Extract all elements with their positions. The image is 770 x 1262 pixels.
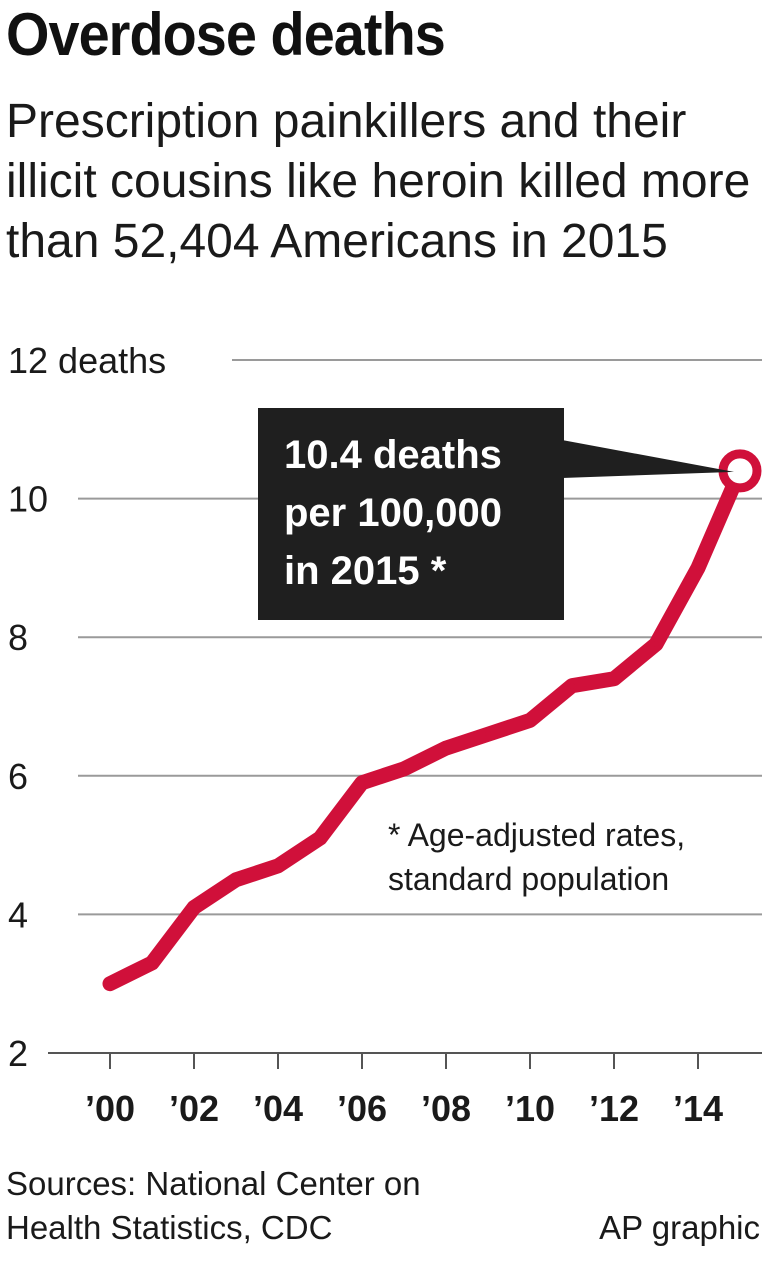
callout-line: in 2015 * [284, 549, 447, 593]
sources-note: Sources: National Center on Health Stati… [6, 1162, 421, 1250]
x-axis: ’00 ’02 ’04 ’06 ’08 ’10 ’12 ’14 [85, 1053, 723, 1129]
data-point [401, 765, 407, 772]
callout-line: per 100,000 [284, 491, 502, 535]
callout-pointer [562, 440, 734, 478]
data-point [149, 959, 155, 966]
data-point [317, 835, 323, 842]
callout-box: 10.4 deaths per 100,000 in 2015 * [258, 408, 734, 620]
y-tick-label: 2 [8, 1033, 28, 1074]
x-tick-label: ’14 [673, 1088, 723, 1129]
credit-label: AP graphic [599, 1209, 760, 1246]
data-point [359, 779, 365, 786]
data-point [233, 876, 239, 883]
y-axis-labels: 2 4 6 8 10 12 deaths [8, 340, 166, 1074]
series-line [102, 463, 748, 992]
note-line: standard population [388, 861, 669, 897]
chart-subtitle: Prescription painkillers and their illic… [6, 95, 751, 268]
footnote-note: * Age-adjusted rates, standard population [388, 817, 685, 897]
data-point [695, 564, 701, 571]
x-tick-label: ’04 [253, 1088, 303, 1129]
data-point [653, 641, 659, 648]
callout-background [258, 408, 564, 620]
x-tick-label: ’10 [505, 1088, 555, 1129]
x-tick-label: ’12 [589, 1088, 639, 1129]
y-tick-label: 10 [8, 479, 48, 520]
data-point [527, 717, 533, 724]
data-point [569, 682, 575, 689]
sources-line-1: Sources: National Center on [6, 1165, 421, 1202]
data-point [107, 980, 113, 987]
sources-line-2: Health Statistics, CDC [6, 1209, 333, 1246]
y-tick-label: 6 [8, 756, 28, 797]
x-tick-label: ’00 [85, 1088, 135, 1129]
data-point [191, 904, 197, 911]
callout-line: 10.4 deaths [284, 433, 502, 477]
y-tick-label: 8 [8, 617, 28, 658]
y-tick-label: 4 [8, 894, 28, 935]
x-tick-label: ’08 [421, 1088, 471, 1129]
chart-title: Overdose deaths [6, 1, 446, 68]
data-point [275, 862, 281, 869]
data-point [611, 675, 617, 682]
note-line: * Age-adjusted rates, [388, 817, 685, 853]
x-tick-label: ’02 [169, 1088, 219, 1129]
data-point [485, 731, 491, 738]
x-tick-label: ’06 [337, 1088, 387, 1129]
y-tick-label: 12 deaths [8, 340, 166, 381]
data-point [443, 745, 449, 752]
